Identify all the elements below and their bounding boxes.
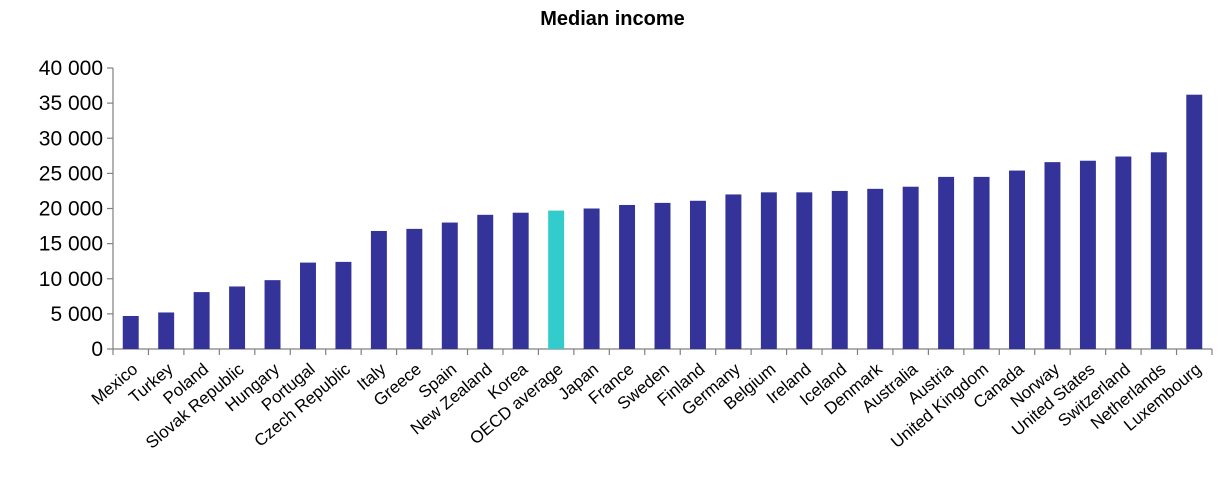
bar [264,280,281,349]
bar [619,204,636,349]
bar [300,262,316,349]
y-tick-label: 25 000 [39,162,103,185]
bar [441,222,458,349]
bar [1150,152,1167,349]
bar [1044,162,1061,349]
bar [158,312,175,349]
bar [370,230,387,349]
y-tick-label: 20 000 [39,198,103,221]
y-tick-label: 10 000 [39,268,103,291]
y-tick-label: 15 000 [39,233,103,256]
bar [1115,156,1132,349]
y-axis: 0 5 000 10 000 15 000 20 000 25 000 30 000 35 0… [39,57,114,361]
bar [973,176,990,349]
bar [689,200,706,349]
bar [193,292,210,349]
bar [335,261,352,349]
bar [867,188,884,349]
bar [831,190,848,349]
y-tick-label: 30 000 [39,127,103,150]
y-tick-label: 5 000 [50,303,103,326]
bar [548,210,565,349]
bar [583,208,600,349]
bar [938,176,955,349]
bar [406,228,423,349]
bar [477,214,494,349]
bar [654,202,671,349]
bar [229,286,246,349]
bar [122,315,139,349]
bar [725,194,742,349]
bar [902,186,919,349]
bar [1009,170,1025,349]
chart-title: Median income [540,8,685,30]
bar [1186,94,1203,349]
y-tick-label: 40 000 [39,57,103,80]
bar [1079,160,1096,349]
y-tick-label: 0 [91,338,103,361]
bars [122,94,1203,349]
bar [512,212,529,349]
bar [796,192,813,349]
y-tick-label: 35 000 [39,92,103,115]
bar [760,192,777,349]
